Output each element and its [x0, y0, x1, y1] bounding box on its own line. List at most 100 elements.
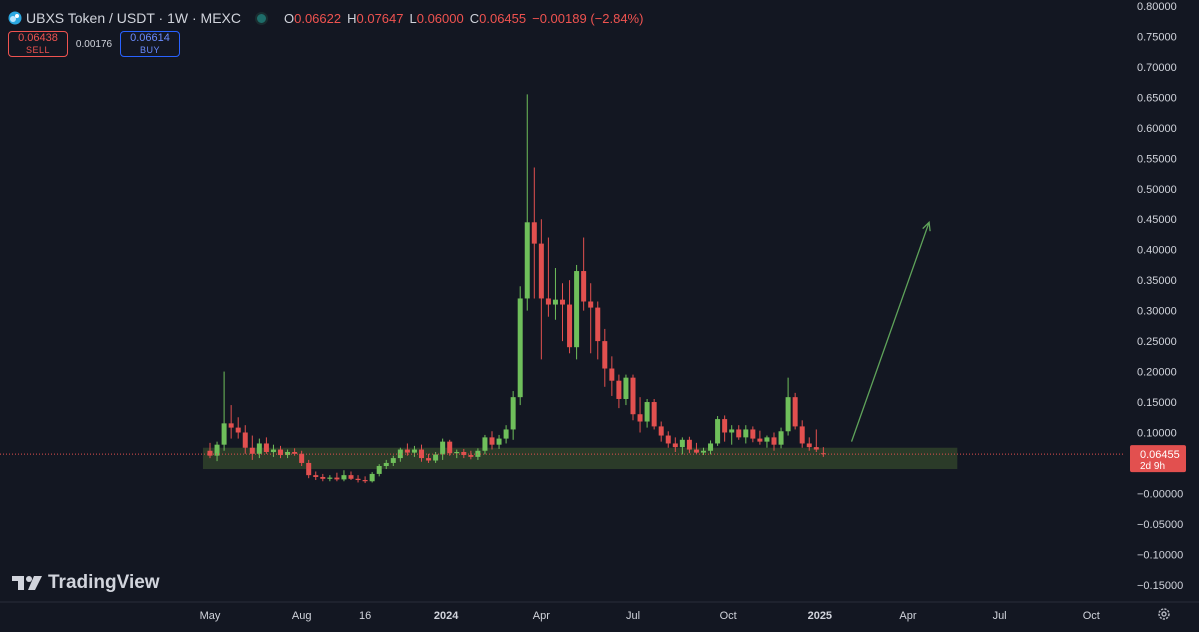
- ohlc-open-label: O: [283, 10, 295, 26]
- candle-body: [785, 397, 791, 432]
- candle-body: [715, 419, 721, 444]
- price-tick-label: 0.20000: [1137, 367, 1177, 379]
- time-tick-label: Jul: [993, 610, 1007, 622]
- candle-body: [792, 397, 798, 427]
- last-price-label: 0.06455: [1140, 449, 1180, 461]
- candle: [235, 417, 241, 439]
- candle-body: [285, 451, 291, 456]
- candle: [560, 283, 565, 342]
- ohlc-open-value: 0.06622: [294, 10, 342, 26]
- candle-body: [411, 449, 417, 453]
- candle-body: [383, 462, 389, 467]
- candle-body: [242, 432, 248, 448]
- time-tick-label: Aug: [292, 610, 312, 622]
- candle-body: [609, 368, 615, 381]
- candle-body: [503, 429, 509, 439]
- candle: [574, 264, 580, 360]
- time-axis[interactable]: May Aug 16 2024 Apr Jul Oct 2025 Apr Jul Oct: [0, 601, 1199, 622]
- chart-header: UBXS Token / USDT · 1W · MEXC O0.06622 H…: [8, 8, 643, 28]
- overlay-layer: [0, 220, 1125, 455]
- candle-body: [482, 437, 488, 451]
- candle: [806, 437, 812, 451]
- candle-body: [813, 447, 819, 450]
- price-tick-label: 0.35000: [1137, 275, 1177, 287]
- candle: [524, 94, 530, 311]
- candle: [708, 440, 714, 455]
- candle: [355, 475, 361, 483]
- time-tick-label: Apr: [533, 610, 550, 622]
- candle: [743, 425, 749, 444]
- buy-label: BUY: [139, 45, 160, 55]
- candle-body: [701, 450, 706, 453]
- candle: [270, 444, 276, 457]
- candle-body: [743, 429, 749, 438]
- candle-body: [270, 449, 276, 452]
- candle-body: [574, 271, 580, 348]
- tradingview-logo[interactable]: TradingView: [12, 572, 160, 594]
- candle-body: [334, 477, 340, 480]
- candle: [278, 445, 283, 459]
- candle-body: [461, 451, 467, 456]
- candle: [820, 447, 826, 457]
- candle: [285, 449, 291, 459]
- candle-body: [524, 222, 530, 299]
- candle: [397, 447, 403, 462]
- candle-body: [292, 451, 298, 454]
- candle-body: [552, 299, 558, 305]
- candle: [799, 420, 805, 448]
- symbol-title[interactable]: UBXS Token / USDT · 1W · MEXC: [26, 10, 241, 26]
- price-tick-label: 0.40000: [1137, 245, 1177, 257]
- candle-body: [588, 301, 594, 308]
- candle: [447, 439, 453, 456]
- candle-body: [440, 441, 446, 455]
- price-tick-label: −0.05000: [1137, 519, 1183, 531]
- candle: [538, 219, 544, 360]
- candle-body: [637, 414, 643, 422]
- candle: [792, 392, 798, 430]
- candle: [440, 438, 446, 460]
- candle: [757, 430, 763, 445]
- candle: [503, 425, 509, 444]
- candle-body: [496, 438, 502, 445]
- candle-body: [214, 444, 220, 456]
- candle: [588, 283, 594, 354]
- spread-value: 0.00176: [75, 38, 113, 50]
- candle-body: [221, 423, 227, 445]
- time-tick-label: 16: [359, 610, 371, 622]
- price-axis[interactable]: 0.80000 0.75000 0.70000 0.65000 0.60000 0.550…: [1130, 1, 1186, 592]
- candle: [623, 374, 629, 406]
- candle: [376, 464, 382, 477]
- price-tick-label: 0.45000: [1137, 214, 1177, 226]
- gear-icon[interactable]: [1157, 607, 1171, 621]
- candle: [383, 459, 389, 470]
- candle: [609, 356, 615, 396]
- candle: [419, 444, 424, 462]
- price-tick-label: 0.10000: [1137, 427, 1177, 439]
- candle-body: [820, 453, 826, 455]
- candle: [602, 328, 608, 387]
- candle-body: [517, 298, 523, 398]
- sell-button[interactable]: 0.06438 SELL: [8, 31, 68, 57]
- candle-body: [764, 437, 770, 442]
- buy-button[interactable]: 0.06614 BUY: [120, 31, 180, 57]
- ohlc-close-label: C: [469, 10, 480, 26]
- candle-body: [362, 480, 368, 482]
- candle: [679, 437, 685, 455]
- candle: [736, 425, 742, 440]
- candle-body: [313, 475, 319, 477]
- ohlc-high-value: 0.07647: [356, 10, 404, 26]
- candle-body: [757, 438, 763, 442]
- sell-label: SELL: [25, 45, 51, 55]
- candle-body: [750, 429, 756, 439]
- price-tick-label: 0.55000: [1137, 153, 1177, 165]
- trend-arrow[interactable]: [850, 222, 930, 442]
- candle: [552, 267, 558, 320]
- candle-body: [447, 441, 453, 454]
- candle-body: [397, 449, 403, 459]
- candle-body: [595, 307, 601, 342]
- candle-body: [327, 477, 333, 479]
- time-tick-label: Jul: [626, 610, 640, 622]
- price-tick-label: 0.75000: [1137, 31, 1177, 43]
- candle: [686, 436, 692, 454]
